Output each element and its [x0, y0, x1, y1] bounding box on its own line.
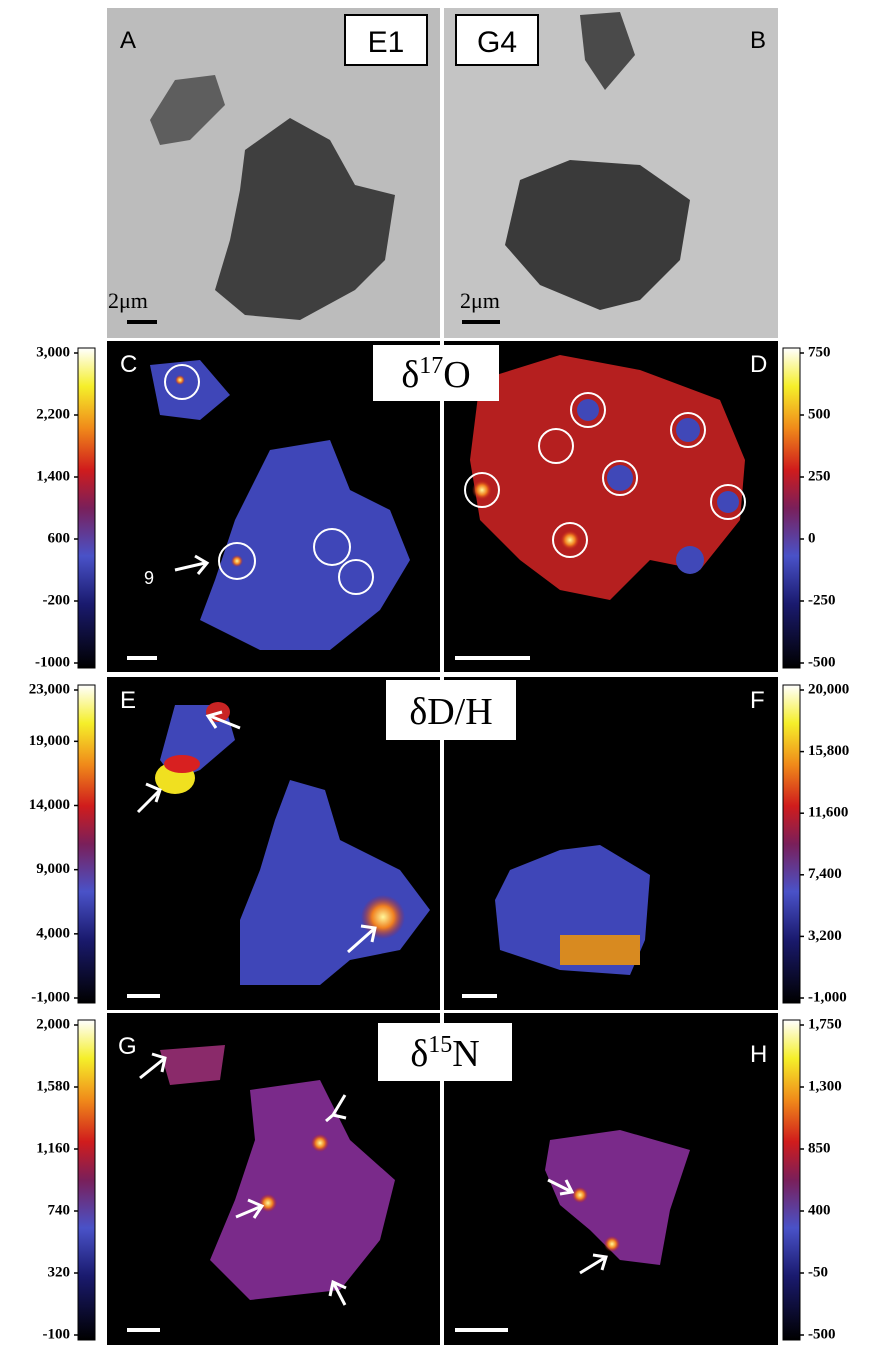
tick-label: 2,000 — [36, 1016, 70, 1032]
photo-panels — [107, 8, 778, 338]
tick-label: 600 — [48, 530, 71, 546]
row-title: δD/H — [409, 691, 492, 733]
tick-label: 9,000 — [36, 861, 70, 877]
colorbar — [78, 685, 95, 1003]
tick-label: 750 — [808, 344, 831, 360]
colorbar — [78, 348, 95, 668]
tick-label: 2,200 — [36, 406, 70, 422]
point-label: 9 — [144, 568, 154, 588]
sample-label: E1 — [368, 26, 405, 59]
tick-label: 23,000 — [29, 681, 70, 697]
tick-label: -500 — [808, 654, 836, 670]
tick-label: 7,400 — [808, 866, 842, 882]
panel-letter: H — [750, 1041, 767, 1068]
tick-label: -1,000 — [808, 989, 847, 1005]
tick-label: -200 — [43, 592, 71, 608]
tick-label: -250 — [808, 592, 836, 608]
page: A E1 2μm B G4 2μm C 9 D δ17O E F δD/H G … — [0, 0, 874, 1345]
tick-label: 500 — [808, 406, 831, 422]
scale-label: 2μm — [460, 288, 500, 313]
tick-label: -100 — [43, 1326, 71, 1342]
tick-label: 0 — [808, 530, 816, 546]
colorbar — [783, 1020, 800, 1340]
tick-label: 1,580 — [36, 1078, 70, 1094]
tick-label: -1000 — [35, 654, 70, 670]
panel-letter: F — [750, 687, 765, 714]
tick-label: -500 — [808, 1326, 836, 1342]
tick-label: 1,400 — [36, 468, 70, 484]
tick-label: 3,200 — [808, 928, 842, 944]
panel-letter: A — [120, 27, 136, 54]
tick-label: 400 — [808, 1202, 831, 1218]
tick-label: -50 — [808, 1264, 828, 1280]
panel-letter: E — [120, 687, 136, 714]
panel-letter: D — [750, 351, 767, 378]
tick-label: 4,000 — [36, 925, 70, 941]
tick-label: 14,000 — [29, 797, 70, 813]
scale-label: 2μm — [108, 288, 148, 313]
tick-label: 11,600 — [808, 805, 848, 821]
panel-letter: C — [120, 351, 137, 378]
tick-label: 740 — [48, 1202, 71, 1218]
tick-label: 1,300 — [808, 1078, 842, 1094]
tick-label: 850 — [808, 1140, 831, 1156]
colorbar — [783, 685, 800, 1003]
figure: A E1 2μm B G4 2μm C 9 D δ17O E F δD/H G … — [0, 0, 874, 1345]
sample-label: G4 — [477, 26, 517, 59]
tick-label: 15,800 — [808, 743, 849, 759]
panel-letter: G — [118, 1033, 137, 1060]
colorbar — [78, 1020, 95, 1340]
tick-label: 1,160 — [36, 1140, 70, 1156]
tick-label: -1,000 — [31, 989, 70, 1005]
tick-label: 320 — [48, 1264, 71, 1280]
tick-label: 3,000 — [36, 344, 70, 360]
tick-label: 20,000 — [808, 681, 849, 697]
nitrogen-maps — [107, 1013, 778, 1345]
tick-label: 1,750 — [808, 1016, 842, 1032]
tick-label: 19,000 — [29, 733, 70, 749]
tick-label: 250 — [808, 468, 831, 484]
panel-letter: B — [750, 27, 766, 54]
colorbar — [783, 348, 800, 668]
